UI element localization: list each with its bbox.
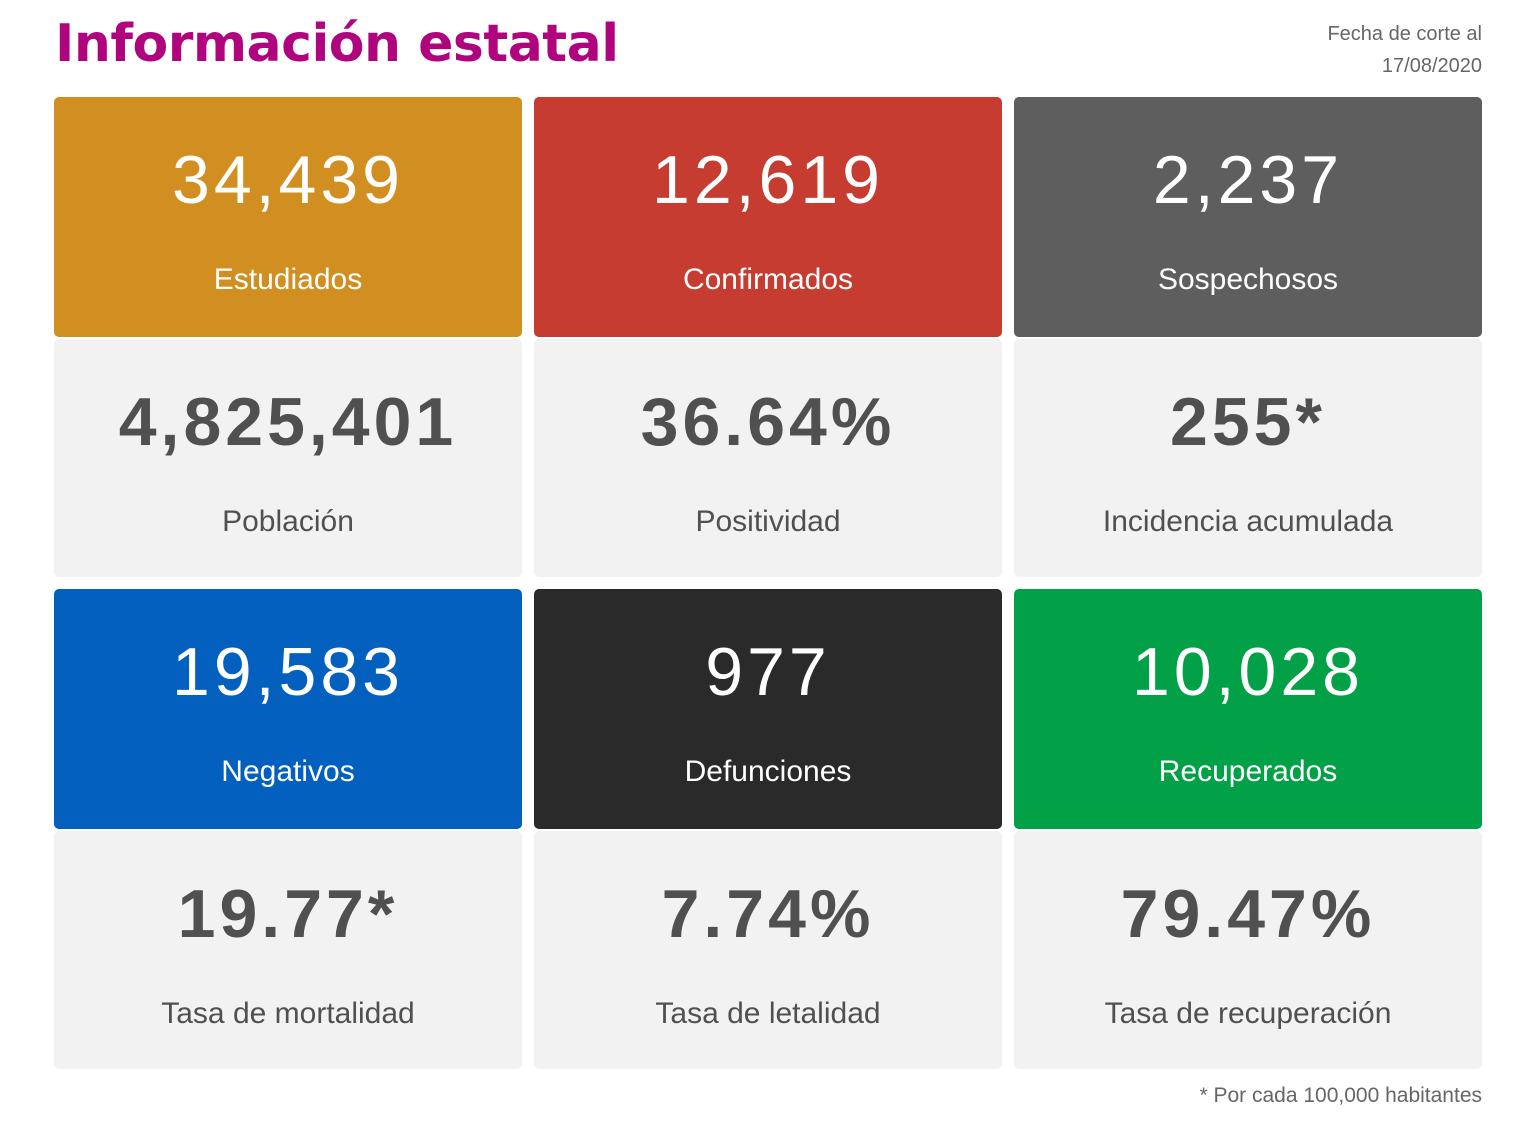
- footnote: * Por cada 100,000 habitantes: [1199, 1084, 1482, 1107]
- stat-label: Tasa de letalidad: [655, 997, 881, 1030]
- stat-label: Estudiados: [213, 263, 363, 296]
- cutoff-date: Fecha de corte al 17/08/2020: [1327, 18, 1482, 82]
- stat-card-poblacion: 4,825,401 Población: [54, 339, 522, 577]
- stat-label: Recuperados: [1158, 755, 1338, 788]
- cutoff-date-label: Fecha de corte al: [1327, 23, 1482, 45]
- stat-label: Confirmados: [682, 263, 854, 296]
- stat-card-defunciones: 977 Defunciones: [534, 589, 1002, 829]
- row-spacer: [54, 577, 1482, 589]
- stat-label: Positividad: [695, 505, 841, 538]
- stat-label: Sospechosos: [1157, 263, 1339, 296]
- stat-label: Población: [222, 505, 354, 538]
- stat-label: Tasa de recuperación: [1104, 997, 1392, 1030]
- stat-card-tasa-de-recuperacion: 79.47% Tasa de recuperación: [1014, 831, 1482, 1069]
- stat-label: Tasa de mortalidad: [161, 997, 415, 1030]
- stat-value: 4,825,401: [118, 384, 458, 460]
- stat-value: 19.77*: [177, 876, 399, 952]
- stat-card-tasa-de-mortalidad: 19.77* Tasa de mortalidad: [54, 831, 522, 1069]
- stat-value: 12,619: [652, 142, 884, 218]
- stat-card-incidencia-acumulada: 255* Incidencia acumulada: [1014, 339, 1482, 577]
- stat-label: Incidencia acumulada: [1102, 505, 1394, 538]
- stat-card-recuperados: 10,028 Recuperados: [1014, 589, 1482, 829]
- cutoff-date-value: 17/08/2020: [1381, 55, 1482, 77]
- stat-value: 2,237: [1152, 142, 1344, 218]
- stat-value: 10,028: [1132, 634, 1364, 710]
- stat-value: 977: [705, 634, 831, 710]
- stat-card-estudiados: 34,439 Estudiados: [54, 97, 522, 337]
- stat-label: Negativos: [221, 755, 355, 788]
- stat-value: 255*: [1170, 384, 1326, 460]
- stat-label: Defunciones: [684, 755, 852, 788]
- stats-grid: 34,439 Estudiados 12,619 Confirmados 2,237 So…: [54, 97, 1482, 1069]
- stat-card-negativos: 19,583 Negativos: [54, 589, 522, 829]
- stat-value: 7.74%: [661, 876, 875, 952]
- stat-value: 79.47%: [1120, 876, 1376, 952]
- stat-value: 19,583: [172, 634, 404, 710]
- stat-card-tasa-de-letalidad: 7.74% Tasa de letalidad: [534, 831, 1002, 1069]
- stat-value: 36.64%: [640, 384, 896, 460]
- stat-card-confirmados: 12,619 Confirmados: [534, 97, 1002, 337]
- stat-card-positividad: 36.64% Positividad: [534, 339, 1002, 577]
- stat-card-sospechosos: 2,237 Sospechosos: [1014, 97, 1482, 337]
- page-title: Información estatal: [55, 14, 619, 74]
- stat-value: 34,439: [172, 142, 404, 218]
